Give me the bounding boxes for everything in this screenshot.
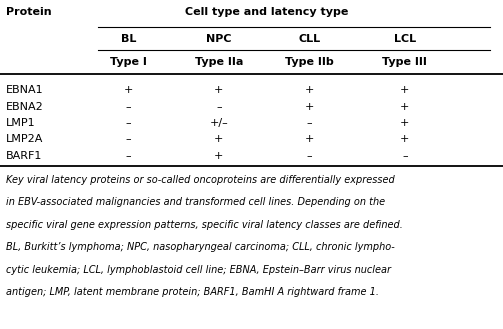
Text: –: – xyxy=(306,118,312,128)
Text: +: + xyxy=(214,135,223,144)
Text: +: + xyxy=(400,85,409,95)
Text: Type IIa: Type IIa xyxy=(195,57,243,67)
Text: –: – xyxy=(125,102,131,112)
Text: Type I: Type I xyxy=(110,57,147,67)
Text: +: + xyxy=(400,118,409,128)
Text: –: – xyxy=(125,151,131,161)
Text: –: – xyxy=(125,118,131,128)
Text: antigen; LMP, latent membrane protein; BARF1, BamHI A rightward frame 1.: antigen; LMP, latent membrane protein; B… xyxy=(6,287,379,297)
Text: –: – xyxy=(125,135,131,144)
Text: –: – xyxy=(402,151,408,161)
Text: Key viral latency proteins or so-called oncoproteins are differentially expresse: Key viral latency proteins or so-called … xyxy=(6,175,395,185)
Text: LMP1: LMP1 xyxy=(6,118,36,128)
Text: +/–: +/– xyxy=(209,118,228,128)
Text: –: – xyxy=(306,151,312,161)
Text: +: + xyxy=(214,151,223,161)
Text: NPC: NPC xyxy=(206,34,231,44)
Text: +: + xyxy=(214,85,223,95)
Text: +: + xyxy=(305,85,314,95)
Text: +: + xyxy=(305,135,314,144)
Text: –: – xyxy=(216,102,222,112)
Text: BL, Burkitt’s lymphoma; NPC, nasopharyngeal carcinoma; CLL, chronic lympho-: BL, Burkitt’s lymphoma; NPC, nasopharyng… xyxy=(6,242,395,252)
Text: LMP2A: LMP2A xyxy=(6,135,43,144)
Text: BARF1: BARF1 xyxy=(6,151,42,161)
Text: Cell type and latency type: Cell type and latency type xyxy=(185,7,348,16)
Text: EBNA1: EBNA1 xyxy=(6,85,44,95)
Text: BL: BL xyxy=(121,34,136,44)
Text: +: + xyxy=(400,135,409,144)
Text: LCL: LCL xyxy=(394,34,416,44)
Text: in EBV-associated malignancies and transformed cell lines. Depending on the: in EBV-associated malignancies and trans… xyxy=(6,197,385,207)
Text: Type IIb: Type IIb xyxy=(285,57,333,67)
Text: EBNA2: EBNA2 xyxy=(6,102,44,112)
Text: +: + xyxy=(305,102,314,112)
Text: cytic leukemia; LCL, lymphoblastoid cell line; EBNA, Epstein–Barr virus nuclear: cytic leukemia; LCL, lymphoblastoid cell… xyxy=(6,265,391,274)
Text: +: + xyxy=(400,102,409,112)
Text: Protein: Protein xyxy=(6,7,52,16)
Text: +: + xyxy=(124,85,133,95)
Text: CLL: CLL xyxy=(298,34,320,44)
Text: specific viral gene expression patterns, specific viral latency classes are defi: specific viral gene expression patterns,… xyxy=(6,220,403,230)
Text: Type III: Type III xyxy=(382,57,428,67)
